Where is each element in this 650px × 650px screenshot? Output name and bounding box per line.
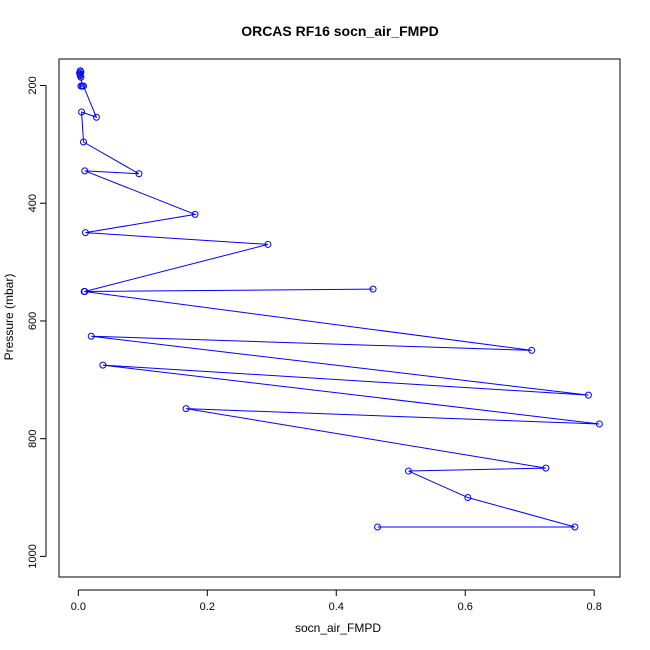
data-point — [81, 167, 89, 175]
y-tick-label: 400 — [27, 194, 39, 212]
data-point — [404, 467, 412, 475]
data-point — [81, 229, 89, 237]
data-point — [80, 288, 88, 296]
x-tick-label: 0.0 — [71, 601, 86, 613]
data-point — [77, 82, 85, 90]
data-point — [182, 405, 190, 413]
data-point — [528, 346, 536, 354]
y-tick-label: 800 — [27, 429, 39, 447]
data-point — [80, 138, 88, 146]
data-point — [369, 285, 377, 293]
chart-title: ORCAS RF16 socn_air_FMPD — [241, 23, 439, 39]
data-point — [374, 523, 382, 531]
data-point — [78, 108, 86, 116]
data-point — [135, 170, 143, 178]
data-point — [595, 420, 603, 428]
plot-frame — [58, 58, 621, 578]
y-tick-label: 1000 — [27, 544, 39, 568]
data-point — [92, 113, 100, 121]
data-point — [99, 361, 107, 369]
x-tick-label: 0.6 — [458, 601, 473, 613]
data-point — [584, 391, 592, 399]
data-point — [464, 494, 472, 502]
data-point — [542, 464, 550, 472]
data-point — [80, 82, 88, 90]
y-tick-label: 200 — [27, 76, 39, 94]
x-tick-label: 0.2 — [200, 601, 215, 613]
y-axis: 200 400 600 800 1000 — [27, 76, 47, 569]
y-tick-label: 600 — [27, 312, 39, 330]
series-line — [79, 70, 600, 528]
data-point — [264, 240, 272, 248]
x-tick-label: 0.8 — [587, 601, 602, 613]
series-layer — [76, 67, 603, 531]
x-axis: 0.0 0.2 0.4 0.6 0.8 — [71, 589, 602, 613]
data-point — [87, 332, 95, 340]
data-point — [571, 523, 579, 531]
x-tick-label: 0.4 — [329, 601, 344, 613]
data-point — [191, 210, 199, 218]
data-point — [77, 73, 85, 81]
y-axis-label: Pressure (mbar) — [2, 274, 16, 361]
x-axis-label: socn_air_FMPD — [295, 621, 381, 635]
